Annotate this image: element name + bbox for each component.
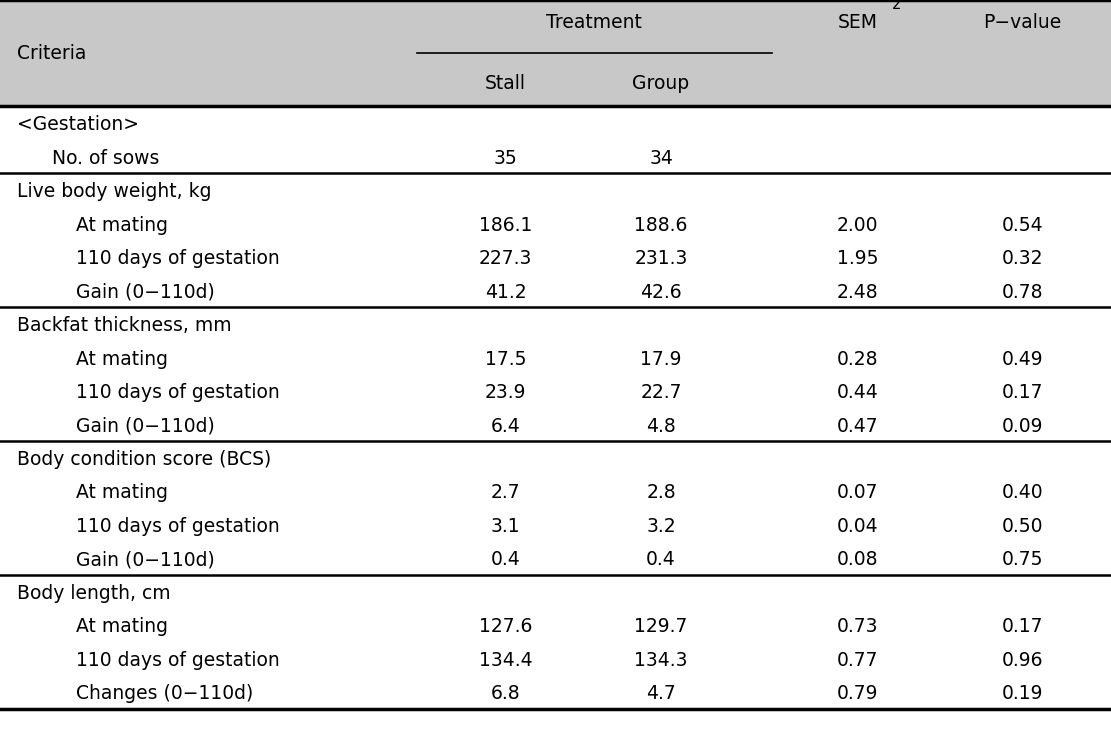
Text: 127.6: 127.6 (479, 617, 532, 636)
Text: 0.44: 0.44 (837, 383, 879, 402)
Text: Live body weight, kg: Live body weight, kg (17, 183, 211, 201)
Text: 0.17: 0.17 (1001, 617, 1043, 636)
Text: 110 days of gestation: 110 days of gestation (52, 249, 280, 268)
Text: SEM: SEM (838, 13, 878, 32)
Text: 188.6: 188.6 (634, 216, 688, 235)
Text: 110 days of gestation: 110 days of gestation (52, 383, 280, 402)
Text: 0.75: 0.75 (1001, 550, 1043, 570)
Text: P−value: P−value (983, 13, 1061, 32)
Text: 0.49: 0.49 (1001, 350, 1043, 369)
Text: 34: 34 (649, 149, 673, 168)
Text: Treatment: Treatment (547, 13, 642, 32)
Text: 2.48: 2.48 (837, 283, 879, 301)
Text: 2.00: 2.00 (837, 216, 879, 235)
Text: 110 days of gestation: 110 days of gestation (52, 517, 280, 536)
Text: 0.79: 0.79 (837, 685, 879, 704)
Text: At mating: At mating (52, 617, 168, 636)
Text: 1.95: 1.95 (837, 249, 879, 268)
Text: 134.4: 134.4 (479, 651, 532, 670)
Text: No. of sows: No. of sows (52, 149, 160, 168)
Text: 0.32: 0.32 (1001, 249, 1043, 268)
Text: 35: 35 (493, 149, 518, 168)
Text: 231.3: 231.3 (634, 249, 688, 268)
Text: 0.04: 0.04 (837, 517, 879, 536)
Text: 17.9: 17.9 (640, 350, 682, 369)
Text: 227.3: 227.3 (479, 249, 532, 268)
Text: 2.7: 2.7 (491, 484, 520, 503)
Text: 3.2: 3.2 (647, 517, 675, 536)
Text: Body length, cm: Body length, cm (17, 584, 170, 603)
Text: Group: Group (632, 74, 690, 93)
Text: 134.3: 134.3 (634, 651, 688, 670)
Text: 186.1: 186.1 (479, 216, 532, 235)
Text: Backfat thickness, mm: Backfat thickness, mm (17, 316, 231, 335)
Text: 0.78: 0.78 (1001, 283, 1043, 301)
Text: <Gestation>: <Gestation> (17, 115, 139, 134)
Text: 0.09: 0.09 (1001, 416, 1043, 435)
Text: 6.8: 6.8 (491, 685, 520, 704)
Text: Gain (0−110d): Gain (0−110d) (52, 283, 214, 301)
Text: 0.77: 0.77 (837, 651, 879, 670)
Text: 23.9: 23.9 (484, 383, 527, 402)
Text: 0.07: 0.07 (837, 484, 879, 503)
Text: 3.1: 3.1 (491, 517, 520, 536)
Text: 0.4: 0.4 (647, 550, 675, 570)
Text: 0.40: 0.40 (1001, 484, 1043, 503)
Text: Changes (0−110d): Changes (0−110d) (52, 685, 253, 704)
Text: 0.50: 0.50 (1001, 517, 1043, 536)
Text: 17.5: 17.5 (484, 350, 527, 369)
Text: 41.2: 41.2 (484, 283, 527, 301)
Text: 129.7: 129.7 (634, 617, 688, 636)
Text: 0.54: 0.54 (1001, 216, 1043, 235)
Text: 2.8: 2.8 (647, 484, 675, 503)
Text: 0.08: 0.08 (837, 550, 879, 570)
Text: 0.19: 0.19 (1001, 685, 1043, 704)
Text: 2: 2 (892, 0, 901, 12)
Text: 4.8: 4.8 (647, 416, 675, 435)
Text: 110 days of gestation: 110 days of gestation (52, 651, 280, 670)
Text: At mating: At mating (52, 216, 168, 235)
Text: At mating: At mating (52, 350, 168, 369)
Text: Gain (0−110d): Gain (0−110d) (52, 416, 214, 435)
Text: 0.73: 0.73 (837, 617, 879, 636)
Text: 0.4: 0.4 (491, 550, 520, 570)
Text: Stall: Stall (486, 74, 526, 93)
FancyBboxPatch shape (0, 0, 1111, 106)
Text: 4.7: 4.7 (647, 685, 675, 704)
Text: At mating: At mating (52, 484, 168, 503)
Text: Gain (0−110d): Gain (0−110d) (52, 550, 214, 570)
Text: 42.6: 42.6 (640, 283, 682, 301)
Text: 0.96: 0.96 (1001, 651, 1043, 670)
Text: Body condition score (BCS): Body condition score (BCS) (17, 450, 271, 469)
Text: Criteria: Criteria (17, 44, 86, 62)
Text: 0.28: 0.28 (837, 350, 879, 369)
Text: 0.17: 0.17 (1001, 383, 1043, 402)
Text: 6.4: 6.4 (491, 416, 520, 435)
Text: 22.7: 22.7 (640, 383, 682, 402)
Text: 0.47: 0.47 (837, 416, 879, 435)
